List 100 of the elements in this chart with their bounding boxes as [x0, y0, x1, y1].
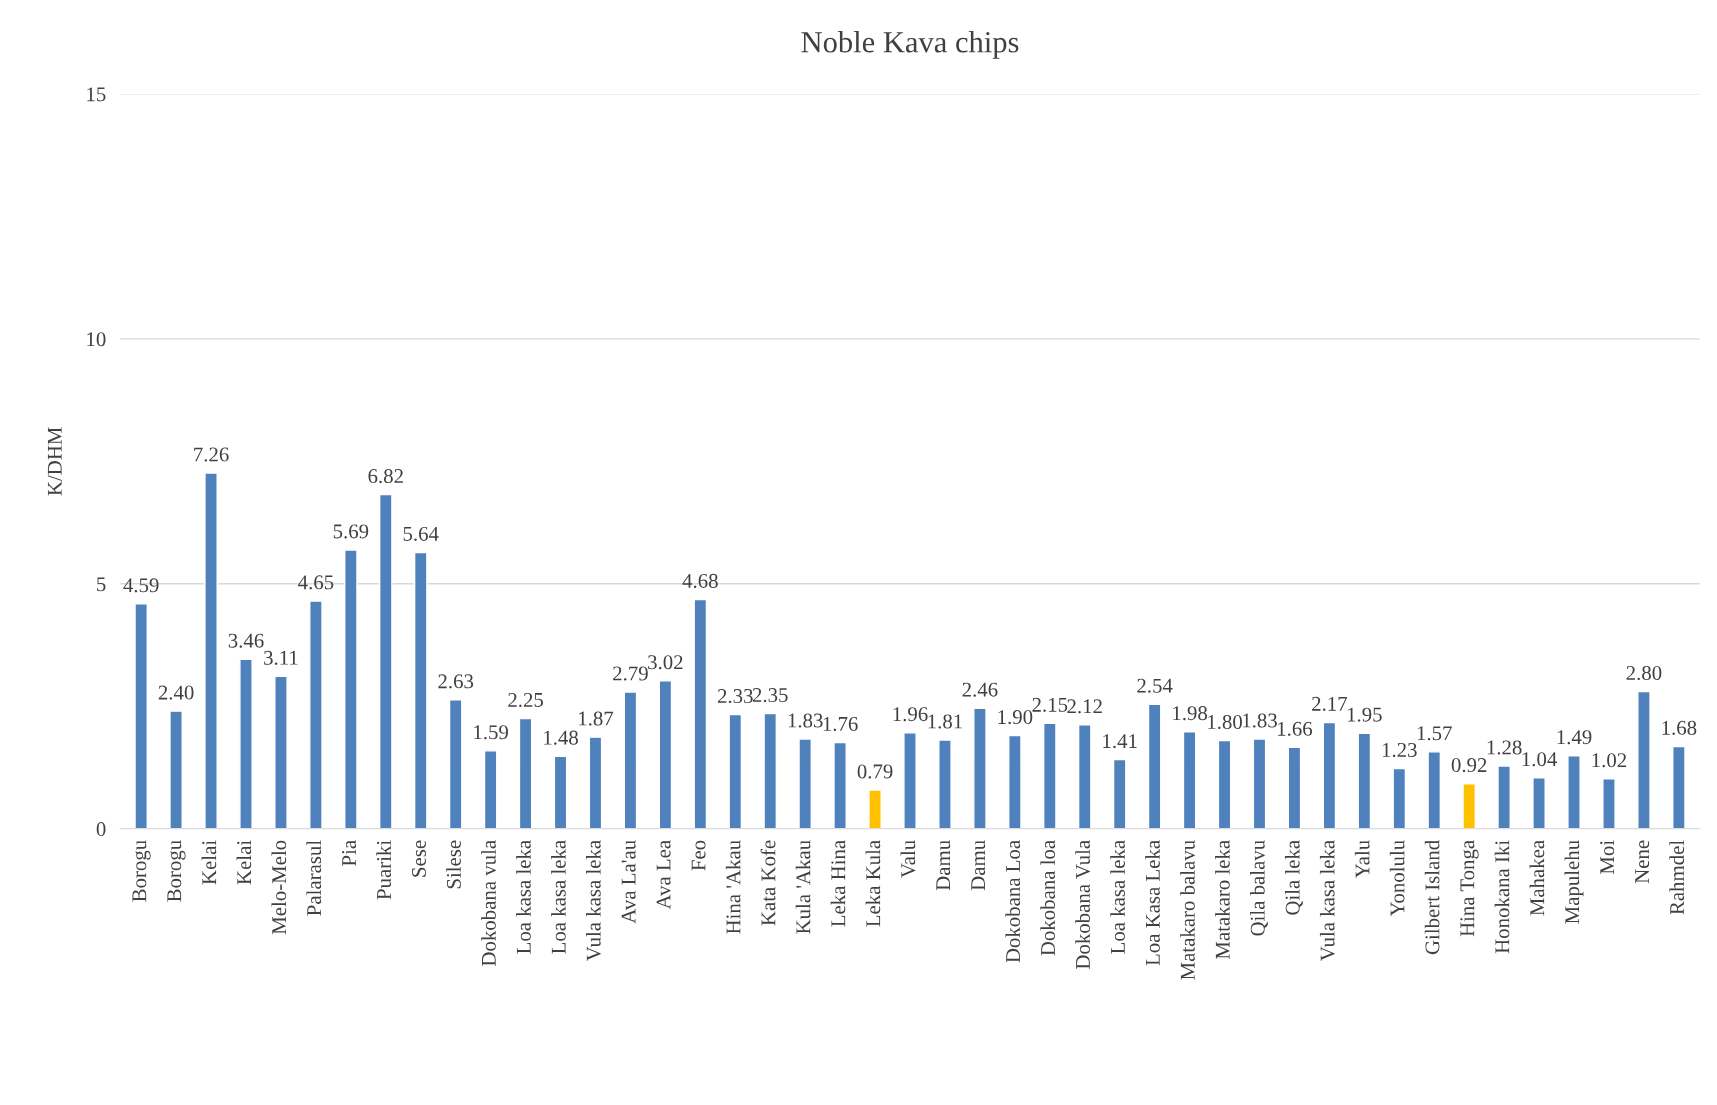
data-label: 2.17: [1312, 696, 1348, 711]
x-tick-label: Vula kasa leka: [586, 840, 601, 962]
bar: [1217, 739, 1232, 829]
x-tick-label: Vula kasa leka: [1319, 840, 1335, 962]
data-label: 2.54: [1137, 678, 1173, 693]
data-label: 1.02: [1592, 753, 1627, 768]
data-label: 1.49: [1557, 730, 1592, 745]
bar: [623, 691, 638, 829]
x-tick-label: Ava La'au: [621, 840, 636, 924]
bar: [1392, 767, 1407, 829]
data-label: 6.82: [368, 469, 403, 484]
bar: [413, 551, 428, 829]
x-tick-label: Kelai: [236, 840, 252, 885]
bar: [728, 713, 743, 829]
bar: [1182, 731, 1197, 829]
bar: [833, 741, 847, 829]
bar: [134, 603, 148, 829]
bar: [973, 707, 987, 829]
x-tick-label: Mahakea: [1529, 840, 1545, 916]
data-label: 1.83: [1243, 713, 1277, 728]
data-label: 2.15: [1032, 697, 1068, 712]
data-label: 1.59: [474, 725, 509, 740]
data-label: 4.59: [123, 578, 159, 593]
bar: [518, 717, 533, 829]
bar: [1112, 758, 1127, 829]
data-label: 3.46: [228, 633, 264, 648]
x-tick-label: Dokobana vula: [481, 840, 496, 966]
bar: [344, 549, 358, 829]
data-label: 2.80: [1626, 665, 1662, 681]
x-tick-label: Qila balavu: [1250, 840, 1268, 936]
bar: [1147, 703, 1162, 829]
x-tick-label: Dokobana Vula: [1075, 840, 1091, 969]
data-label: 0.92: [1451, 758, 1487, 773]
bar: [1567, 755, 1581, 829]
bar: [378, 493, 393, 829]
x-tick-label: Rahmdel: [1669, 840, 1685, 915]
x-tick-label: Loa kasa leka: [551, 840, 566, 954]
data-label: 3.11: [264, 650, 298, 665]
y-tick-label: 10: [87, 332, 106, 347]
bar: [763, 712, 778, 829]
x-tick-label: Gilbert Island: [1424, 840, 1440, 955]
x-tick-label: Kula 'Akau: [795, 840, 811, 934]
x-tick-label: Loa kasa leka: [1110, 840, 1125, 954]
data-label: 1.28: [1487, 740, 1522, 755]
bar: [239, 658, 253, 829]
data-label: 1.83: [788, 713, 823, 728]
x-tick-label: Honokana Iki: [1494, 840, 1510, 954]
data-label: 1.95: [1347, 707, 1382, 722]
x-tick-label: Dokobana Loa: [1005, 840, 1021, 963]
bar: [1042, 722, 1057, 829]
bar: [658, 680, 673, 829]
x-tick-label: Borogu: [167, 840, 186, 902]
y-tick-label: 15: [87, 87, 106, 102]
x-tick-label: Puariki: [376, 840, 392, 900]
bar: [1252, 738, 1267, 829]
x-tick-label: Kata Kofe: [760, 840, 776, 926]
x-tick-label: Kelai: [201, 840, 217, 885]
x-tick-label: Matakaro balavu: [1180, 840, 1195, 980]
data-label: 1.04: [1522, 752, 1557, 767]
x-tick-label: Matakaro leka: [1215, 840, 1230, 959]
data-label: 2.33: [717, 689, 753, 704]
x-tick-label: Dokobana loa: [1040, 840, 1056, 956]
bar: [204, 472, 218, 829]
data-label: 5.64: [403, 526, 439, 541]
bar: [1322, 721, 1337, 829]
x-tick-label: Leka Hina: [830, 840, 846, 927]
x-tick-label: Damu: [936, 840, 951, 891]
bar: [169, 710, 183, 829]
x-tick-label: Ava Lea: [656, 840, 671, 910]
x-tick-label: Loa Kasa Leka: [1145, 840, 1160, 966]
data-label: 1.98: [1173, 706, 1208, 721]
data-label: 1.41: [1103, 734, 1137, 749]
bar: [1462, 782, 1476, 829]
bar: [448, 699, 463, 829]
data-label: 1.57: [1417, 726, 1452, 741]
x-tick-label: Pia: [342, 840, 357, 866]
bar: [693, 598, 708, 829]
data-label: 1.68: [1662, 720, 1697, 735]
bar: [868, 789, 882, 829]
data-label: 1.81: [928, 714, 962, 729]
x-tick-label: Qila leka: [1284, 840, 1303, 915]
bar: [588, 736, 603, 829]
data-label: 2.63: [438, 674, 474, 689]
bar: [1497, 765, 1511, 829]
data-label: 2.40: [158, 685, 194, 700]
bar: [1427, 751, 1442, 829]
data-label: 0.79: [857, 764, 893, 779]
x-tick-label: Leka Kula: [865, 840, 881, 927]
data-label: 7.26: [194, 447, 229, 462]
y-tick-label: 5: [97, 577, 106, 592]
data-label: 4.65: [298, 575, 334, 590]
data-label: 1.48: [544, 730, 578, 745]
data-label: 4.68: [682, 573, 718, 588]
bar: [553, 755, 568, 829]
data-label: 1.23: [1382, 742, 1417, 758]
data-label: 1.80: [1208, 714, 1242, 730]
bar: [1602, 778, 1616, 829]
data-label: 1.66: [1278, 721, 1313, 736]
data-label: 1.87: [579, 711, 614, 726]
x-tick-label: Moi: [1600, 840, 1615, 874]
